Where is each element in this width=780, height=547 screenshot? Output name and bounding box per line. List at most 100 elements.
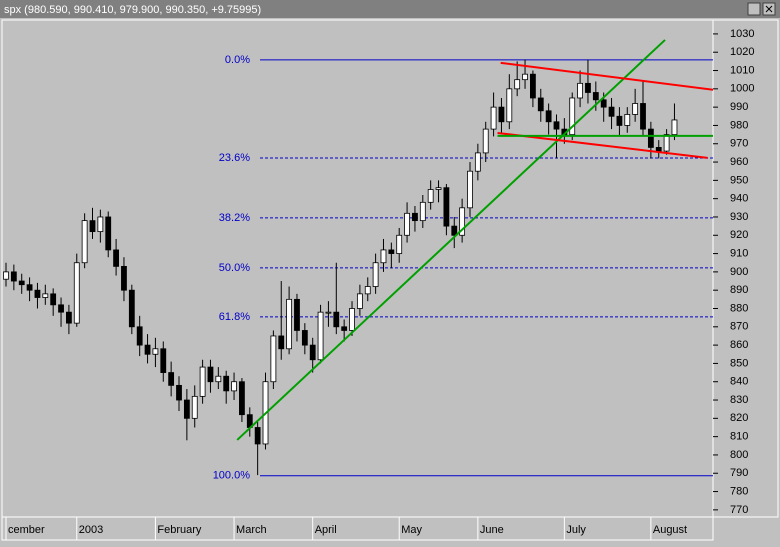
y-tick-label: 810 [730, 431, 748, 443]
candle-body [81, 220, 88, 264]
fib-label: 0.0% [225, 54, 250, 66]
y-tick-label: 780 [730, 485, 748, 497]
restore-button[interactable] [747, 2, 761, 16]
x-axis-panel [1, 516, 714, 541]
candle-body [294, 298, 300, 331]
candle-body [388, 249, 395, 254]
candle-body [443, 187, 450, 227]
candle-body [42, 293, 49, 298]
candle-body [223, 375, 230, 392]
candle-body [569, 97, 576, 135]
candle-body [530, 73, 536, 99]
y-tick-label: 770 [730, 504, 748, 516]
candle-body [113, 249, 119, 267]
candle-body [73, 262, 80, 324]
candle-body [616, 115, 623, 126]
candle-body [514, 79, 521, 90]
candle-body [301, 330, 308, 346]
candle-body [380, 249, 387, 264]
y-tick-label: 1000 [730, 83, 754, 95]
candle-body [482, 128, 489, 154]
x-tick-label: April [315, 524, 337, 536]
candle-body [451, 225, 458, 236]
candle-body [239, 381, 245, 416]
candle-body [632, 103, 639, 115]
candle-body [545, 110, 552, 123]
candle-body [309, 344, 316, 361]
y-tick-label: 860 [730, 339, 748, 351]
candle-body [671, 119, 678, 135]
trend-line [500, 61, 713, 91]
candle-body [325, 311, 332, 314]
x-tick-label: August [653, 524, 687, 536]
candle-body [144, 344, 151, 355]
y-tick-label: 900 [730, 266, 748, 278]
candle-body [364, 286, 371, 295]
y-tick-label: 930 [730, 211, 748, 223]
candle-body [270, 335, 277, 383]
candle-body [207, 366, 214, 383]
candle-body [585, 82, 591, 93]
x-tick-label: June [480, 524, 504, 536]
candle-body [663, 134, 670, 152]
y-tick-label: 790 [730, 467, 748, 479]
candle-body [3, 271, 9, 280]
candle-body [419, 201, 426, 222]
candle-body [356, 293, 363, 309]
candle-body [66, 311, 72, 324]
candle-body [160, 348, 167, 373]
candle-body [537, 97, 544, 112]
y-tick-label: 960 [730, 156, 748, 168]
fib-label: 38.2% [219, 212, 250, 224]
candle-body [183, 399, 190, 419]
candle-body [286, 298, 293, 350]
fib-label: 50.0% [219, 262, 250, 274]
y-tick-label: 980 [730, 119, 748, 131]
candle-body [58, 304, 64, 313]
y-tick-label: 880 [730, 302, 748, 314]
candle-body [404, 212, 410, 236]
candle-body [427, 189, 434, 203]
candle-body [522, 73, 528, 81]
x-tick-label: July [566, 524, 586, 536]
candle-body [97, 216, 104, 233]
candle-body [231, 381, 237, 392]
candle-body [34, 289, 41, 298]
x-tick-label: 2003 [79, 524, 103, 536]
candle-body [577, 82, 583, 99]
candle-body [152, 348, 159, 355]
candle-body [506, 88, 513, 123]
candle-body [136, 326, 143, 346]
y-tick-label: 1010 [730, 64, 754, 76]
candle-body [317, 311, 324, 361]
candle-body [396, 234, 403, 254]
candle-body [341, 326, 348, 331]
plot-layer [3, 39, 713, 477]
y-tick-label: 970 [730, 138, 748, 150]
x-tick-label: May [401, 524, 422, 536]
trend-line [236, 39, 666, 441]
y-tick-label: 990 [730, 101, 748, 113]
fib-label: 61.8% [219, 311, 250, 323]
y-tick-label: 800 [730, 449, 748, 461]
candle-body [467, 170, 473, 209]
candle-body [10, 271, 17, 282]
candle-body [600, 99, 607, 108]
x-tick-label: February [157, 524, 202, 536]
candle-body [474, 152, 481, 172]
candle-body [215, 375, 222, 383]
trend-line [497, 131, 708, 159]
candle-body [349, 308, 355, 331]
fib-label: 23.6% [219, 152, 250, 164]
candle-body [490, 106, 497, 130]
y-tick-label: 830 [730, 394, 748, 406]
candle-body [89, 220, 96, 233]
candle-body [18, 280, 25, 286]
candle-body [254, 427, 261, 445]
candle-body [498, 106, 505, 123]
y-tick-label: 850 [730, 357, 748, 369]
candle-body [168, 372, 175, 386]
candle-body [191, 395, 198, 419]
y-tick-label: 820 [730, 412, 748, 424]
